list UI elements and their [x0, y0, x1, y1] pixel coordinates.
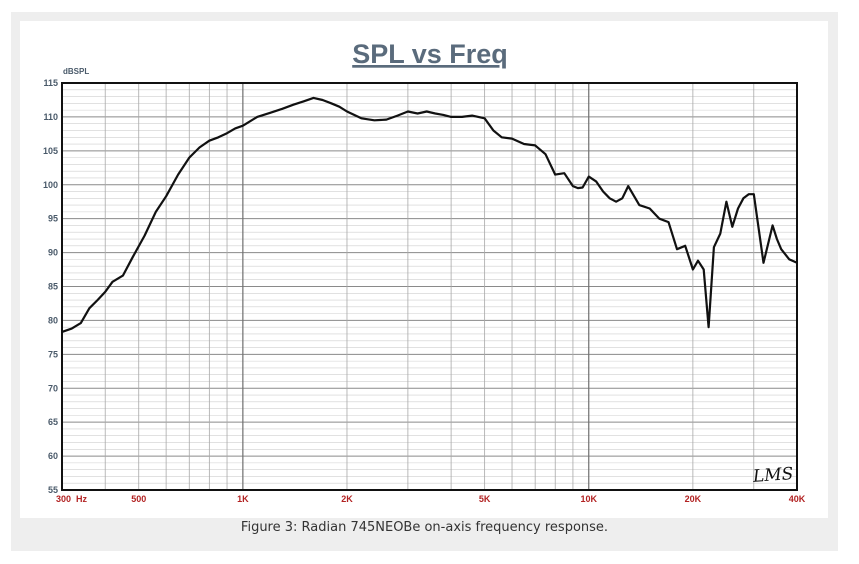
- y-tick-label: 100: [43, 180, 58, 190]
- grid: [62, 82, 797, 491]
- x-tick-label: 40K: [789, 494, 806, 504]
- x-tick-label: 5K: [479, 494, 491, 504]
- y-tick-label: 55: [48, 485, 58, 495]
- x-axis-ticks: 300 Hz 500 1K 2K 5K 10K 20K 40K: [56, 494, 806, 504]
- y-tick-label: 75: [48, 349, 58, 359]
- figure-caption: Figure 3: Radian 745NEOBe on-axis freque…: [240, 520, 609, 535]
- chart-panel: SPL vs Freq dBSPL 115 110 105 100 95 90 85 80 75…: [20, 21, 828, 518]
- y-axis-ticks: 115 110 105 100 95 90 85 80 75 70 65 60 55: [43, 78, 58, 495]
- x-tick-label: 300 Hz: [56, 494, 88, 504]
- y-tick-label: 95: [48, 214, 58, 224]
- y-tick-label: 80: [48, 315, 58, 325]
- y-tick-label: 105: [43, 146, 58, 156]
- y-tick-label: 90: [48, 248, 58, 258]
- y-tick-label: 110: [43, 112, 58, 122]
- x-tick-label: 2K: [341, 494, 353, 504]
- lms-watermark: LMS: [751, 464, 794, 487]
- y-tick-label: 60: [48, 451, 58, 461]
- x-tick-label: 1K: [237, 494, 249, 504]
- frequency-response-line: [61, 96, 798, 333]
- chart-title: SPL vs Freq: [352, 39, 508, 69]
- y-tick-label: 65: [48, 417, 58, 427]
- y-tick-label: 85: [48, 282, 58, 292]
- x-tick-label: 10K: [580, 494, 597, 504]
- plot-frame: [61, 82, 798, 491]
- y-tick-label: 70: [48, 383, 58, 393]
- x-tick-label: 20K: [685, 494, 702, 504]
- x-tick-label: 500: [131, 494, 146, 504]
- y-tick-label: 115: [43, 78, 58, 88]
- spl-chart: SPL vs Freq dBSPL 115 110 105 100 95 90 85 80 75…: [43, 39, 806, 504]
- y-axis-unit: dBSPL: [63, 67, 89, 76]
